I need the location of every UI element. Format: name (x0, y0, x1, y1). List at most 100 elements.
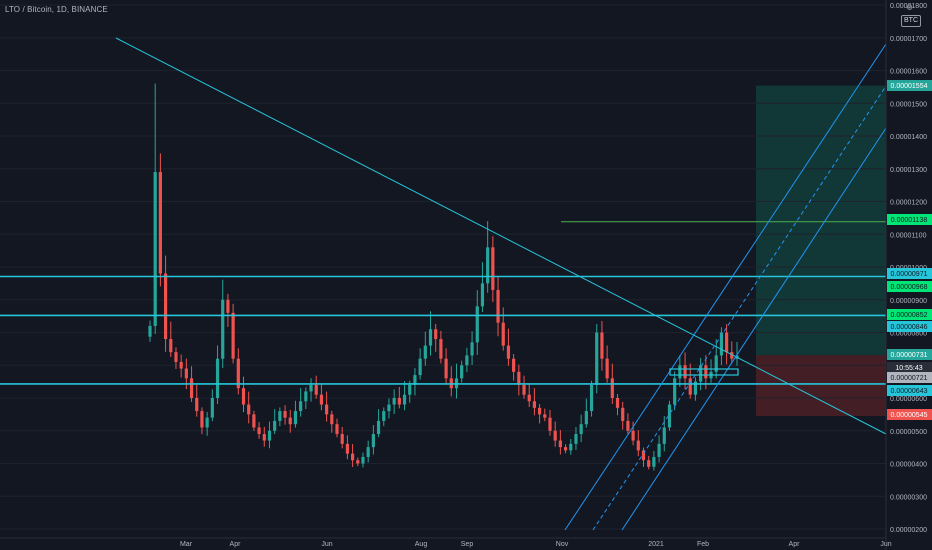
y-tick-label: 0.00001400 (890, 134, 927, 141)
candle-body (428, 329, 433, 346)
candle-body (195, 398, 199, 412)
candle-body (273, 420, 277, 431)
settings-gear-icon[interactable]: ⚙ (906, 3, 914, 12)
candle-body (252, 414, 256, 428)
x-tick-label: Feb (697, 541, 709, 548)
candle-body (512, 358, 516, 372)
chart-title: LTO / Bitcoin, 1D, BINANCE (5, 5, 108, 14)
candle-body (439, 339, 443, 359)
descending-trendline[interactable] (115, 37, 887, 435)
price-label-bg (887, 409, 932, 420)
candle-body (475, 306, 479, 343)
price-label: 0.00001138 (891, 217, 928, 224)
candle-body (647, 460, 651, 467)
candle-body (730, 352, 734, 359)
candle-body (319, 394, 324, 405)
candle-body (501, 322, 505, 346)
candle-body (704, 365, 708, 379)
x-tick-label: Sep (461, 541, 474, 548)
x-tick-label: Apr (230, 541, 242, 548)
price-label: 0.00000721 (891, 375, 928, 382)
candle-body (210, 398, 214, 418)
candle-body (330, 414, 334, 425)
candle-body (215, 358, 220, 398)
candle-body (543, 414, 547, 418)
candle-body (340, 434, 344, 444)
candle-body (345, 443, 349, 454)
candle-body (579, 424, 583, 435)
x-tick-label: 2021 (648, 541, 664, 548)
candle-body (584, 411, 588, 425)
candle-body (174, 352, 178, 362)
price-label-bg (887, 268, 932, 279)
x-tick-label: Apr (789, 541, 801, 548)
price-label-bg (887, 385, 932, 396)
candle-body (725, 332, 729, 353)
candle-body (283, 411, 287, 418)
candle-body (491, 247, 495, 290)
y-tick-label: 0.00000800 (890, 331, 927, 338)
y-tick-label: 0.00000400 (890, 462, 927, 469)
price-label-bg (887, 372, 932, 383)
currency-badge[interactable]: BTC (901, 15, 921, 27)
price-label: 0.00000852 (891, 312, 928, 319)
channel-upper-line[interactable] (564, 43, 887, 531)
y-tick-label: 0.00000500 (890, 429, 927, 436)
candle-body (413, 375, 417, 385)
candle-body (189, 378, 194, 398)
candle-body (418, 358, 422, 376)
candle-body (517, 371, 521, 385)
price-label-bg (887, 214, 932, 225)
price-label-bg (887, 321, 932, 332)
candle-body (693, 381, 698, 395)
candle-body (179, 361, 183, 369)
x-tick-label: Jun (880, 541, 891, 548)
y-tick-label: 0.00000200 (890, 527, 927, 534)
candle-body (434, 329, 438, 340)
y-tick-label: 0.00001500 (890, 101, 927, 108)
price-label: 0.00001554 (891, 83, 928, 90)
candle-body (304, 391, 308, 402)
y-tick-label: 0.00001600 (890, 69, 927, 76)
candle-body (662, 427, 666, 444)
candle-body (574, 434, 578, 444)
y-tick-label: 0.00001100 (890, 232, 927, 239)
candle-body (480, 283, 485, 307)
candle-body (465, 355, 469, 366)
candle-body (527, 394, 531, 402)
y-tick-label: 0.00001200 (890, 200, 927, 207)
candle-body (278, 411, 282, 421)
stop-zone (756, 355, 886, 417)
candle-body (231, 312, 235, 359)
candle-body (325, 404, 329, 415)
candle-body (236, 358, 240, 389)
candle-body (356, 460, 360, 464)
candle-body (589, 384, 594, 412)
channel-mid-line (592, 85, 887, 531)
channel-lower-line[interactable] (621, 127, 887, 531)
candle-body (288, 417, 292, 425)
candle-body (350, 453, 355, 461)
target-zone (756, 85, 886, 356)
y-tick-label: 0.00001800 (890, 3, 927, 10)
y-tick-label: 0.00001700 (890, 36, 927, 43)
candle-body (221, 299, 225, 359)
candle-body (158, 172, 162, 274)
candle-body (314, 384, 318, 395)
candle-body (626, 420, 630, 431)
candle-body (558, 440, 562, 448)
candle-body (678, 365, 682, 379)
candle-body (226, 299, 230, 313)
candle-body (553, 430, 557, 441)
candle-body (247, 404, 251, 415)
price-label: 0.00000545 (891, 412, 928, 419)
candle-body (293, 411, 298, 425)
candle-body (563, 447, 568, 451)
candle-body (506, 345, 511, 359)
x-tick-label: Nov (556, 541, 569, 548)
y-tick-label: 0.00001300 (890, 167, 927, 174)
consolidation-box[interactable] (669, 368, 739, 376)
candle-body (600, 332, 604, 359)
